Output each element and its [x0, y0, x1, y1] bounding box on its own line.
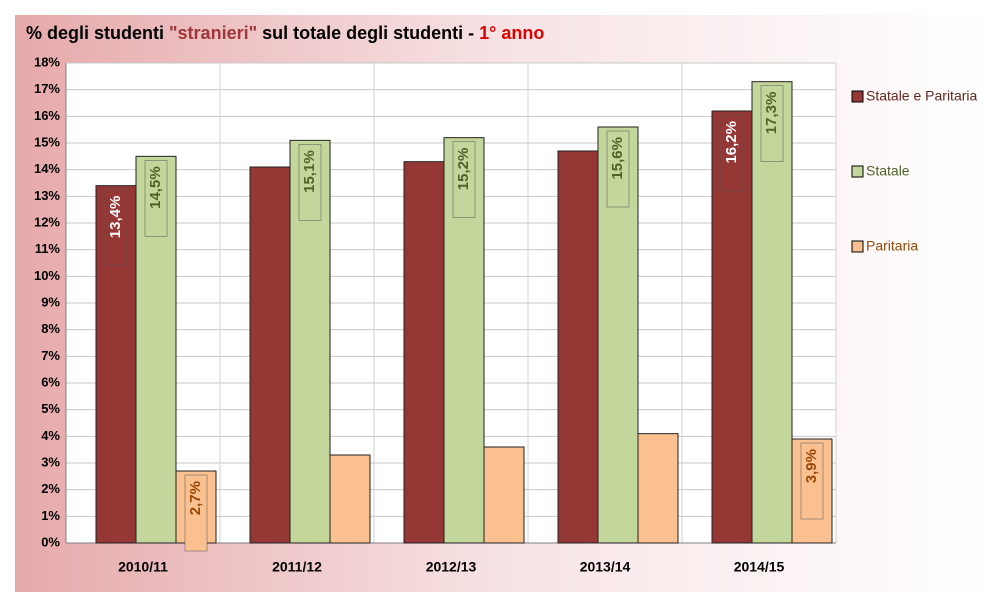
y-tick-label: 17%: [34, 81, 60, 96]
bar: [403, 161, 445, 544]
data-label: 15,6%: [609, 137, 626, 180]
y-tick-label: 2%: [41, 481, 60, 496]
title-part: 1° anno: [479, 23, 544, 43]
data-label-box: [104, 189, 128, 266]
bar: [249, 166, 291, 544]
data-label: 15,1%: [301, 150, 318, 193]
y-tick-label: 16%: [34, 108, 60, 123]
data-label-box: [760, 85, 784, 162]
x-tick-label: 2010/11: [118, 559, 168, 575]
x-tick-label: 2013/14: [580, 559, 631, 575]
y-tick-label: 13%: [34, 188, 60, 203]
title-part: "stranieri": [169, 23, 257, 43]
bar: [483, 446, 525, 544]
bar: [751, 81, 793, 544]
legend-swatch: [851, 240, 864, 253]
y-tick-label: 8%: [41, 321, 60, 336]
title-part: % degli studenti: [26, 23, 169, 43]
data-label-box: [720, 114, 744, 192]
bar: [637, 433, 679, 544]
x-tick-label: 2014/15: [734, 559, 785, 575]
y-tick-label: 11%: [35, 241, 61, 256]
legend-swatch: [851, 90, 864, 103]
data-label: 17,3%: [763, 92, 780, 135]
data-label: 13,4%: [107, 196, 124, 239]
legend-swatch: [851, 165, 864, 178]
title-part: sul totale degli studenti -: [257, 23, 479, 43]
legend-label: Statale: [866, 163, 910, 179]
y-tick-label: 4%: [41, 428, 60, 443]
y-tick-label: 3%: [41, 454, 60, 469]
x-tick-label: 2011/12: [272, 559, 322, 575]
data-label-box: [184, 474, 208, 552]
data-label: 3,9%: [803, 449, 820, 483]
legend-label: Paritaria: [866, 238, 918, 254]
x-tick-label: 2012/13: [426, 559, 477, 575]
y-tick-label: 10%: [34, 268, 60, 283]
data-label-box: [800, 442, 824, 520]
y-tick-label: 9%: [41, 294, 60, 309]
data-label-box: [452, 141, 476, 218]
y-tick-label: 18%: [34, 54, 60, 69]
y-tick-label: 5%: [41, 401, 60, 416]
y-tick-label: 1%: [41, 508, 60, 523]
bar: [329, 454, 371, 544]
data-label: 14,5%: [147, 166, 164, 209]
bar: [557, 150, 599, 544]
y-tick-label: 14%: [34, 161, 60, 176]
data-label-box: [606, 130, 630, 208]
y-tick-label: 12%: [34, 214, 60, 229]
data-label: 2,7%: [187, 481, 204, 515]
legend-label: Statale e Paritaria: [866, 88, 977, 104]
data-label: 16,2%: [723, 121, 740, 164]
y-tick-label: 0%: [41, 534, 60, 549]
data-label: 15,2%: [455, 148, 472, 191]
data-label-box: [298, 144, 322, 221]
y-tick-label: 15%: [34, 134, 60, 149]
data-label-box: [144, 160, 168, 237]
chart-title: % degli studenti "stranieri" sul totale …: [26, 23, 544, 43]
y-tick-label: 7%: [41, 348, 60, 363]
y-tick-label: 6%: [41, 374, 60, 389]
